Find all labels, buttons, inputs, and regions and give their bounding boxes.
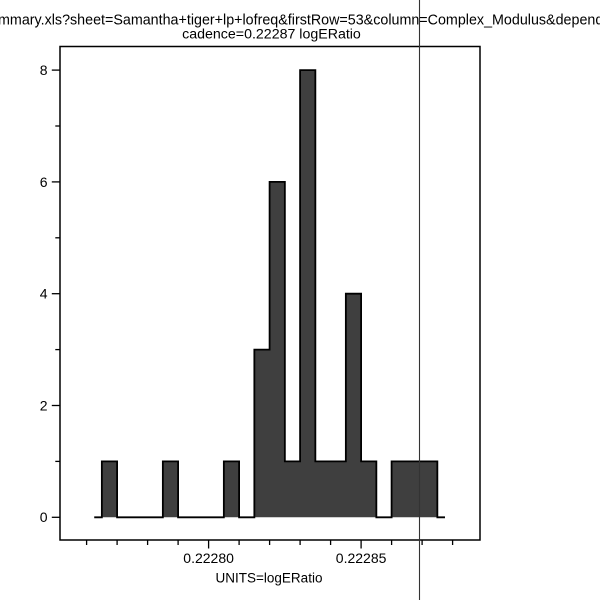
svg-text:2: 2 (40, 397, 48, 413)
svg-text:4: 4 (40, 286, 48, 302)
svg-text:0.22285: 0.22285 (336, 550, 387, 566)
svg-text:6: 6 (40, 174, 48, 190)
svg-text:UNITS=logERatio: UNITS=logERatio (216, 570, 323, 585)
svg-text:cadence=0.22287 logERatio: cadence=0.22287 logERatio (182, 27, 361, 43)
svg-text:0.22280: 0.22280 (183, 550, 234, 566)
svg-text:0: 0 (40, 509, 48, 525)
svg-text:mmary.xls?sheet=Samantha+tiger: mmary.xls?sheet=Samantha+tiger+lp+lofreq… (0, 13, 600, 29)
svg-text:8: 8 (40, 62, 48, 78)
